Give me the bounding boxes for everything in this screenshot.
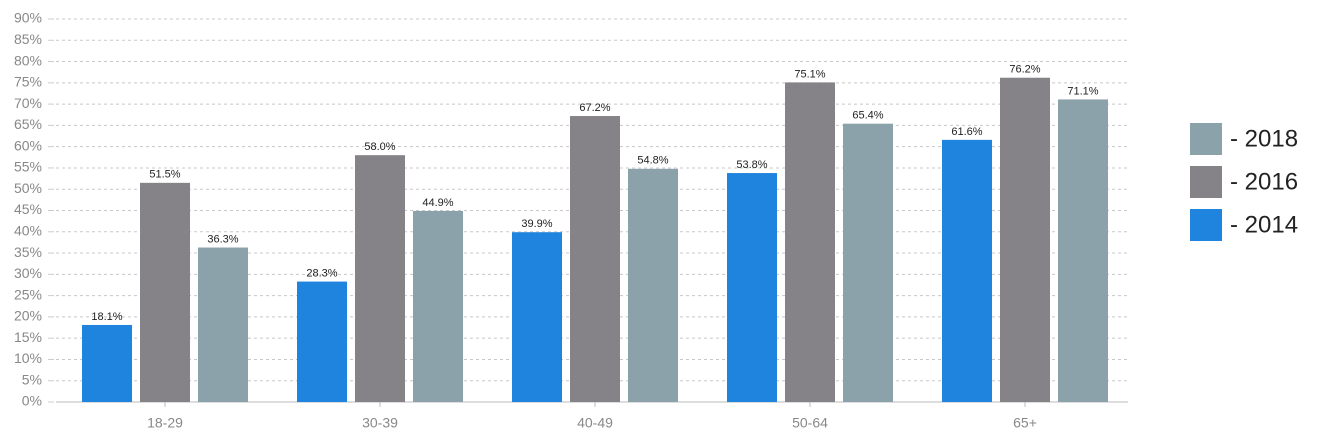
- y-tick-label: 65%: [14, 116, 42, 132]
- y-tick-label: 80%: [14, 52, 42, 68]
- x-tick-label: 18-29: [147, 415, 183, 431]
- y-tick-label: 20%: [14, 308, 42, 324]
- x-tick-label: 65+: [1013, 415, 1037, 431]
- value-label: 36.3%: [207, 233, 238, 245]
- x-tick-label: 40-49: [577, 415, 613, 431]
- value-label: 54.8%: [637, 155, 668, 167]
- y-tick-label: 25%: [14, 286, 42, 302]
- legend-label: - 2018: [1230, 125, 1298, 152]
- value-label: 53.8%: [736, 159, 767, 171]
- value-label: 51.5%: [149, 169, 180, 181]
- bar: [355, 155, 405, 402]
- y-tick-label: 5%: [22, 371, 42, 387]
- y-tick-label: 50%: [14, 180, 42, 196]
- y-tick-label: 90%: [14, 10, 42, 26]
- bar: [512, 232, 562, 402]
- bar: [727, 173, 777, 402]
- legend-label: - 2014: [1230, 211, 1298, 238]
- y-tick-label: 85%: [14, 31, 42, 47]
- bar: [297, 281, 347, 402]
- value-label: 65.4%: [852, 110, 883, 122]
- legend-swatch: [1190, 166, 1222, 198]
- y-tick-label: 30%: [14, 265, 42, 281]
- legend-swatch: [1190, 209, 1222, 241]
- y-tick-label: 0%: [22, 393, 42, 409]
- bar: [628, 168, 678, 402]
- bar: [198, 247, 248, 402]
- bar: [1000, 77, 1050, 402]
- value-label: 61.6%: [951, 126, 982, 138]
- legend-swatch: [1190, 123, 1222, 155]
- value-label: 39.9%: [521, 218, 552, 230]
- bar: [82, 324, 132, 402]
- y-tick-label: 55%: [14, 159, 42, 175]
- y-tick-label: 45%: [14, 201, 42, 217]
- y-tick-label: 60%: [14, 137, 42, 153]
- bar: [942, 139, 992, 402]
- value-label: 58.0%: [364, 141, 395, 153]
- y-tick-label: 35%: [14, 244, 42, 260]
- bar: [843, 123, 893, 402]
- bar: [785, 82, 835, 402]
- legend-label: - 2016: [1230, 168, 1298, 195]
- x-tick-label: 50-64: [792, 415, 828, 431]
- value-label: 67.2%: [579, 102, 610, 114]
- value-label: 18.1%: [91, 311, 122, 323]
- bar: [1058, 99, 1108, 403]
- value-label: 28.3%: [306, 267, 337, 279]
- value-label: 76.2%: [1009, 64, 1040, 76]
- value-label: 71.1%: [1067, 85, 1098, 97]
- y-tick-label: 15%: [14, 329, 42, 345]
- value-label: 44.9%: [422, 197, 453, 209]
- y-tick-label: 70%: [14, 95, 42, 111]
- value-label: 75.1%: [794, 68, 825, 80]
- y-tick-label: 40%: [14, 222, 42, 238]
- bar: [570, 116, 620, 402]
- y-tick-label: 10%: [14, 350, 42, 366]
- bar: [140, 182, 190, 402]
- bar: [413, 210, 463, 402]
- x-tick-label: 30-39: [362, 415, 398, 431]
- y-tick-label: 75%: [14, 74, 42, 90]
